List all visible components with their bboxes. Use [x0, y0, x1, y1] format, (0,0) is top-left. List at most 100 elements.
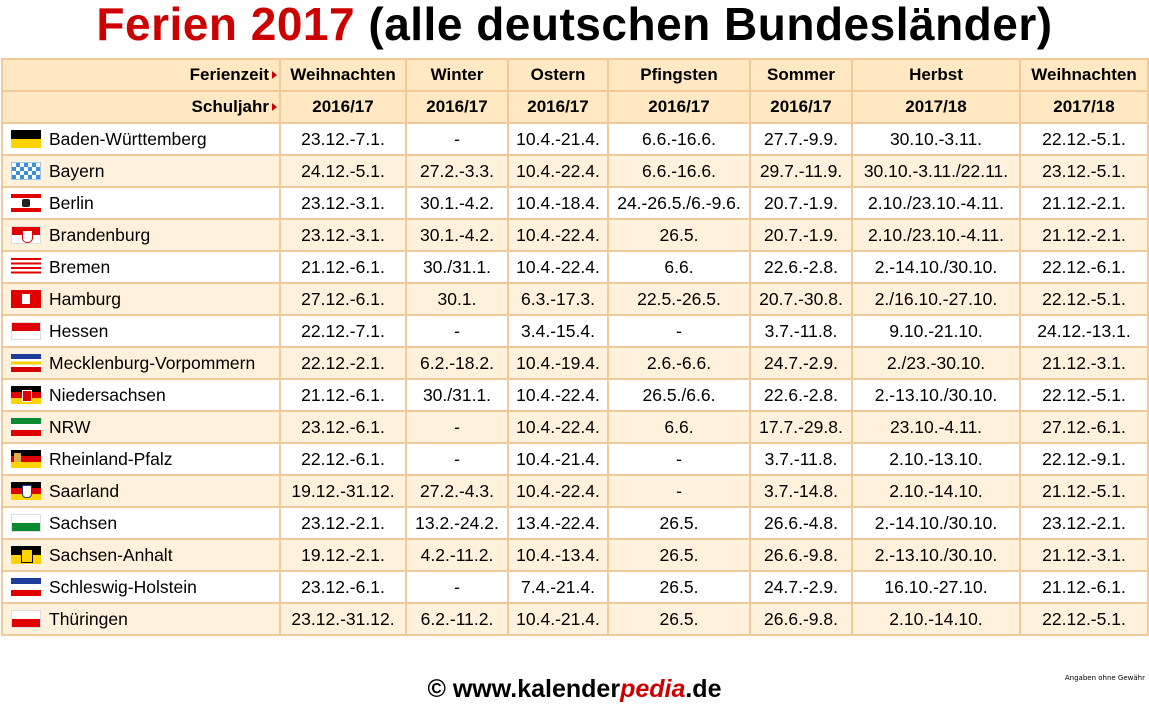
- state-name: Bremen: [49, 256, 111, 277]
- date-cell: 2./16.10.-27.10.: [851, 282, 1021, 316]
- date-cell: 10.4.-13.4.: [507, 538, 609, 572]
- date-cell: 22.6.-2.8.: [749, 250, 853, 284]
- date-cell: 26.5.: [607, 538, 751, 572]
- footer-prefix: © www.kalender: [427, 675, 621, 703]
- date-cell: 2.10.-14.10.: [851, 602, 1021, 636]
- sachsen-anhalt-flag-icon: [11, 545, 41, 564]
- state-name: Brandenburg: [49, 224, 151, 245]
- date-cell: 10.4.-21.4.: [507, 122, 609, 156]
- column-header: Pfingsten: [607, 58, 751, 92]
- date-cell: 26.6.-9.8.: [749, 538, 853, 572]
- date-cell: 27.2.-3.3.: [405, 154, 509, 188]
- date-cell: 26.6.-4.8.: [749, 506, 853, 540]
- state-cell: Hamburg: [1, 282, 281, 316]
- column-header: Herbst: [851, 58, 1021, 92]
- column-header: Weihnachten: [279, 58, 407, 92]
- state-cell: Thüringen: [1, 602, 281, 636]
- date-cell: 16.10.-27.10.: [851, 570, 1021, 604]
- date-cell: 2.10./23.10.-4.11.: [851, 186, 1021, 220]
- berlin-flag-icon: [11, 193, 41, 212]
- date-cell: 30./31.1.: [405, 250, 509, 284]
- table-row: Bayern 24.12.-5.1. 27.2.-3.3. 10.4.-22.4…: [1, 154, 1149, 188]
- triangle-right-icon: [272, 70, 277, 79]
- triangle-right-icon: [272, 102, 277, 111]
- date-cell: 22.12.-5.1.: [1019, 378, 1149, 412]
- date-cell: 6.6.: [607, 250, 751, 284]
- baden-wuerttemberg-flag-icon: [11, 129, 41, 148]
- date-cell: 30.1.-4.2.: [405, 218, 509, 252]
- date-cell: 6.2.-18.2.: [405, 346, 509, 380]
- date-cell: 10.4.-22.4.: [507, 250, 609, 284]
- date-cell: 10.4.-18.4.: [507, 186, 609, 220]
- table-row: Baden-Württemberg 23.12.-7.1. - 10.4.-21…: [1, 122, 1149, 156]
- date-cell: 21.12.-2.1.: [1019, 218, 1149, 252]
- page-title: Ferien 2017 (alle deutschen Bundesländer…: [0, 0, 1149, 56]
- footer-link[interactable]: © www.kalenderpedia.de: [0, 674, 1149, 704]
- date-cell: 24.-26.5./6.-9.6.: [607, 186, 751, 220]
- date-cell: 19.12.-2.1.: [279, 538, 407, 572]
- table-row: Schleswig-Holstein 23.12.-6.1. - 7.4.-21…: [1, 570, 1149, 604]
- date-cell: 6.6.: [607, 410, 751, 444]
- school-year-header: 2017/18: [851, 90, 1021, 124]
- date-cell: 6.3.-17.3.: [507, 282, 609, 316]
- state-cell: Mecklenburg-Vorpommern: [1, 346, 281, 380]
- date-cell: 22.12.-5.1.: [1019, 602, 1149, 636]
- rheinland-pfalz-flag-icon: [11, 449, 41, 468]
- school-year-header: 2016/17: [507, 90, 609, 124]
- date-cell: 23.12.-2.1.: [279, 506, 407, 540]
- table-row: Sachsen-Anhalt 19.12.-2.1. 4.2.-11.2. 10…: [1, 538, 1149, 572]
- date-cell: 2.-13.10./30.10.: [851, 378, 1021, 412]
- date-cell: 10.4.-22.4.: [507, 474, 609, 508]
- date-cell: 20.7.-1.9.: [749, 186, 853, 220]
- state-cell: Brandenburg: [1, 218, 281, 252]
- date-cell: 23.12.-5.1.: [1019, 154, 1149, 188]
- date-cell: 13.4.-22.4.: [507, 506, 609, 540]
- school-year-header: 2016/17: [405, 90, 509, 124]
- date-cell: 23.10.-4.11.: [851, 410, 1021, 444]
- date-cell: 22.12.-6.1.: [1019, 250, 1149, 284]
- schleswig-holstein-flag-icon: [11, 577, 41, 596]
- state-name: Bayern: [49, 160, 105, 181]
- date-cell: -: [405, 442, 509, 476]
- schuljahr-label: Schuljahr: [191, 97, 269, 116]
- disclaimer: Angaben ohne Gewähr: [1064, 674, 1145, 682]
- date-cell: -: [405, 314, 509, 348]
- date-cell: 30./31.1.: [405, 378, 509, 412]
- nrw-flag-icon: [11, 417, 41, 436]
- state-cell: NRW: [1, 410, 281, 444]
- table-row: Berlin 23.12.-3.1. 30.1.-4.2. 10.4.-18.4…: [1, 186, 1149, 220]
- date-cell: 27.12.-6.1.: [279, 282, 407, 316]
- state-name: Niedersachsen: [49, 384, 166, 405]
- mecklenburg-vorpommern-flag-icon: [11, 353, 41, 372]
- date-cell: -: [405, 410, 509, 444]
- date-cell: 2.6.-6.6.: [607, 346, 751, 380]
- date-cell: 6.2.-11.2.: [405, 602, 509, 636]
- state-cell: Saarland: [1, 474, 281, 508]
- state-cell: Bremen: [1, 250, 281, 284]
- ferienzeit-label-cell: Ferienzeit: [1, 58, 281, 92]
- date-cell: 21.12.-3.1.: [1019, 346, 1149, 380]
- school-year-header: 2016/17: [749, 90, 853, 124]
- bremen-flag-icon: [11, 257, 41, 276]
- date-cell: 2.10.-13.10.: [851, 442, 1021, 476]
- date-cell: 17.7.-29.8.: [749, 410, 853, 444]
- date-cell: 23.12.-3.1.: [279, 218, 407, 252]
- footer-accent: pedia: [620, 675, 686, 703]
- table-row: NRW 23.12.-6.1. - 10.4.-22.4. 6.6. 17.7.…: [1, 410, 1149, 444]
- date-cell: 22.5.-26.5.: [607, 282, 751, 316]
- date-cell: 10.4.-22.4.: [507, 218, 609, 252]
- niedersachsen-flag-icon: [11, 385, 41, 404]
- date-cell: -: [607, 474, 751, 508]
- table-row: Bremen 21.12.-6.1. 30./31.1. 10.4.-22.4.…: [1, 250, 1149, 284]
- state-name: Hamburg: [49, 288, 121, 309]
- date-cell: 23.12.-31.12.: [279, 602, 407, 636]
- date-cell: -: [607, 442, 751, 476]
- date-cell: 26.6.-9.8.: [749, 602, 853, 636]
- date-cell: 26.5.: [607, 602, 751, 636]
- date-cell: 4.2.-11.2.: [405, 538, 509, 572]
- state-name: Baden-Württemberg: [49, 128, 207, 149]
- state-cell: Bayern: [1, 154, 281, 188]
- saarland-flag-icon: [11, 481, 41, 500]
- date-cell: 23.12.-2.1.: [1019, 506, 1149, 540]
- state-cell: Rheinland-Pfalz: [1, 442, 281, 476]
